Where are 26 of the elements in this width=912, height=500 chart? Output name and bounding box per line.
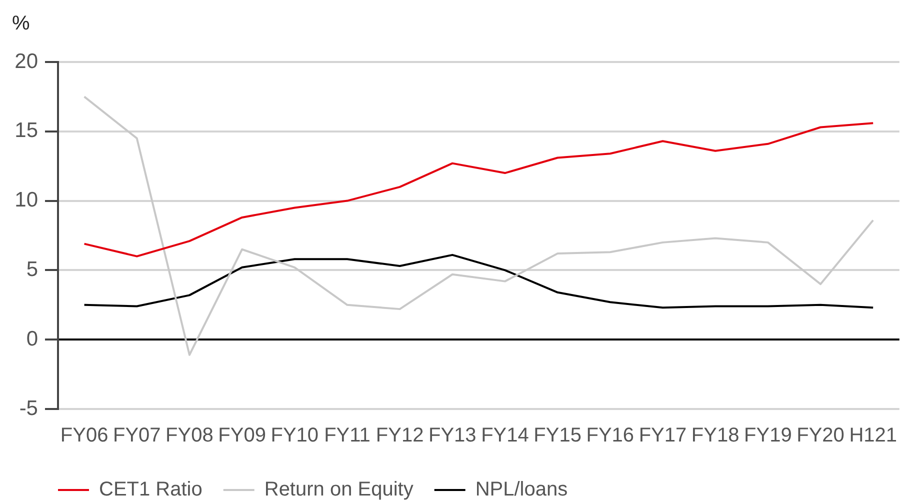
x-tick-label: FY11 bbox=[324, 424, 370, 447]
y-tick-label: 10 bbox=[14, 188, 38, 212]
x-tick-label: FY19 bbox=[744, 424, 792, 447]
legend-label: CET1 Ratio bbox=[99, 478, 202, 500]
x-tick-label: FY18 bbox=[691, 424, 740, 447]
x-tick-label: FY13 bbox=[428, 424, 476, 447]
x-tick-label: FY16 bbox=[586, 424, 634, 447]
x-tick-label: FY10 bbox=[270, 424, 319, 447]
x-tick-label: FY08 bbox=[166, 424, 214, 447]
x-tick-label: FY14 bbox=[481, 424, 529, 447]
legend-label: NPL/loans bbox=[475, 478, 568, 500]
y-axis-title: % bbox=[12, 12, 30, 35]
y-tick-label: -5 bbox=[19, 396, 38, 420]
x-tick-label: H121 bbox=[849, 424, 897, 447]
legend-label: Return on Equity bbox=[264, 478, 414, 500]
x-tick-label: FY12 bbox=[376, 424, 424, 447]
x-tick-label: FY09 bbox=[218, 424, 266, 447]
x-tick-label: FY17 bbox=[638, 424, 687, 447]
y-tick-label: 0 bbox=[26, 327, 38, 350]
y-tick-label: 15 bbox=[14, 119, 38, 142]
y-tick-label: 20 bbox=[14, 50, 38, 73]
x-tick-label: FY15 bbox=[534, 424, 582, 447]
y-tick-label: 5 bbox=[26, 258, 38, 281]
x-tick-label: FY20 bbox=[796, 424, 844, 447]
x-tick-label: FY06 bbox=[60, 424, 108, 447]
x-tick-label: FY07 bbox=[112, 424, 161, 447]
